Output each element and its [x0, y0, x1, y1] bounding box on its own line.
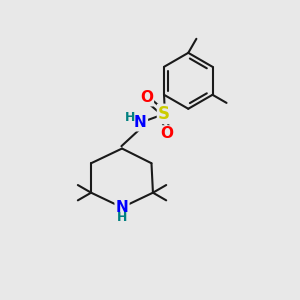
Text: O: O [140, 90, 153, 105]
Text: H: H [125, 111, 135, 124]
Text: H: H [117, 211, 127, 224]
Text: O: O [160, 127, 173, 142]
Text: N: N [134, 115, 147, 130]
Text: S: S [158, 105, 170, 123]
Text: N: N [116, 200, 128, 215]
